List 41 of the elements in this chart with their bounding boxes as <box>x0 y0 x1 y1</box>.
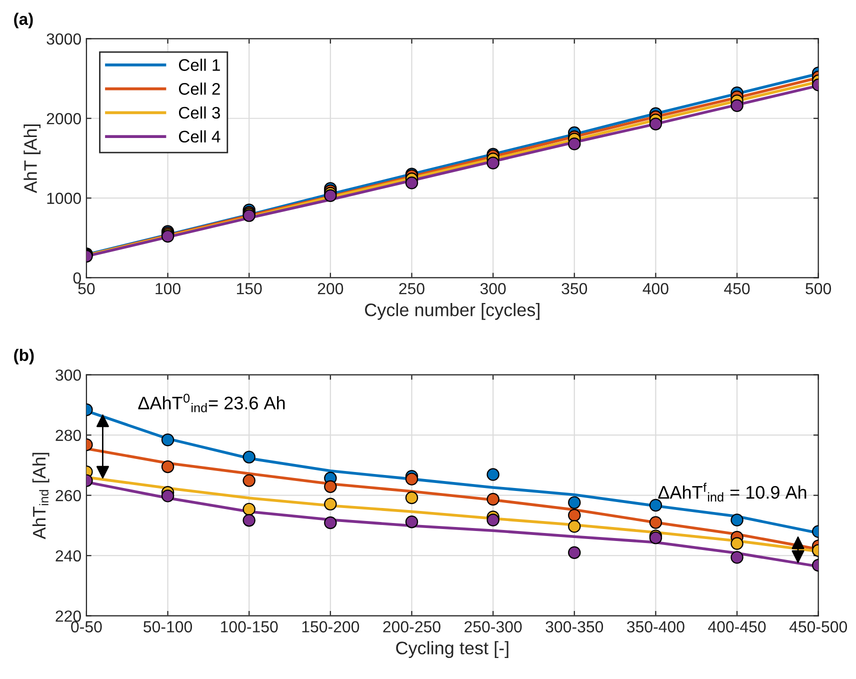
chart-title: (a) <box>14 12 33 28</box>
x-tick-label: 350 <box>562 282 588 294</box>
x-tick-label: 200-250 <box>383 621 440 632</box>
x-tick-label: 400 <box>642 282 668 294</box>
x-axis-title: Cycle number [cycles] <box>365 303 540 320</box>
y-tick-label: 300 <box>56 369 81 381</box>
legend-label: Cell 2 <box>178 82 220 95</box>
x-tick-label: 450 <box>724 282 750 294</box>
y-axis-title: AhT [Ah] <box>24 124 41 194</box>
x-tick-label: 50 <box>78 282 95 294</box>
y-tick-label: 240 <box>56 550 81 562</box>
x-tick-label: 150 <box>236 282 262 294</box>
y-tick-label: 1000 <box>47 192 81 204</box>
y-tick-label: 280 <box>56 430 81 442</box>
x-tick-label: 450-500 <box>789 621 848 632</box>
x-tick-label: 250-300 <box>464 621 522 632</box>
legend-label: Cell 3 <box>178 106 220 119</box>
y-tick-label: 220 <box>56 610 81 622</box>
legend-label: Cell 4 <box>178 130 220 143</box>
x-tick-label: 0-50 <box>71 621 102 632</box>
x-tick-label: 250 <box>399 282 424 294</box>
annotation: ΔAhT$^{0}$$_{ind}$= 23.6 Ah <box>138 394 285 412</box>
x-tick-label: 500 <box>806 282 832 294</box>
y-tick-label: 3000 <box>46 33 81 45</box>
x-tick-label: 50-100 <box>144 621 192 632</box>
x-tick-label: 100 <box>156 282 180 294</box>
x-tick-label: 300 <box>480 282 506 294</box>
chart-title: (b) <box>14 348 34 364</box>
y-tick-label: 260 <box>56 490 81 502</box>
y-tick-label: 2000 <box>46 113 81 124</box>
x-axis-title: Cycling test [-] <box>396 641 508 658</box>
y-tick-label: 0 <box>73 272 81 284</box>
x-tick-label: 200 <box>318 282 344 294</box>
legend-label: Cell 1 <box>178 58 220 71</box>
x-tick-label: 100-150 <box>221 621 278 632</box>
y-axis-title: AhT$_{ind}$ [Ah] <box>32 452 50 540</box>
annotation: ΔAhT$^{f}$$_{ind}$ = 10.9 Ah <box>658 482 806 502</box>
x-tick-label: 150-200 <box>302 621 360 632</box>
x-tick-label: 300-350 <box>546 621 604 632</box>
x-tick-label: 400-450 <box>708 621 766 632</box>
x-tick-label: 350-400 <box>627 621 684 632</box>
